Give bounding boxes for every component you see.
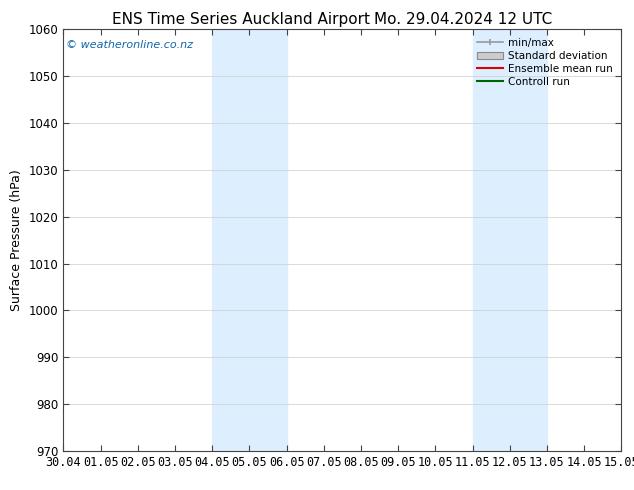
Text: Mo. 29.04.2024 12 UTC: Mo. 29.04.2024 12 UTC: [373, 12, 552, 27]
Bar: [472, 29, 547, 451]
Bar: [212, 29, 287, 451]
Y-axis label: Surface Pressure (hPa): Surface Pressure (hPa): [10, 169, 23, 311]
Legend: min/max, Standard deviation, Ensemble mean run, Controll run: min/max, Standard deviation, Ensemble me…: [474, 35, 616, 90]
Text: © weatheronline.co.nz: © weatheronline.co.nz: [66, 40, 193, 50]
Text: ENS Time Series Auckland Airport: ENS Time Series Auckland Airport: [112, 12, 370, 27]
